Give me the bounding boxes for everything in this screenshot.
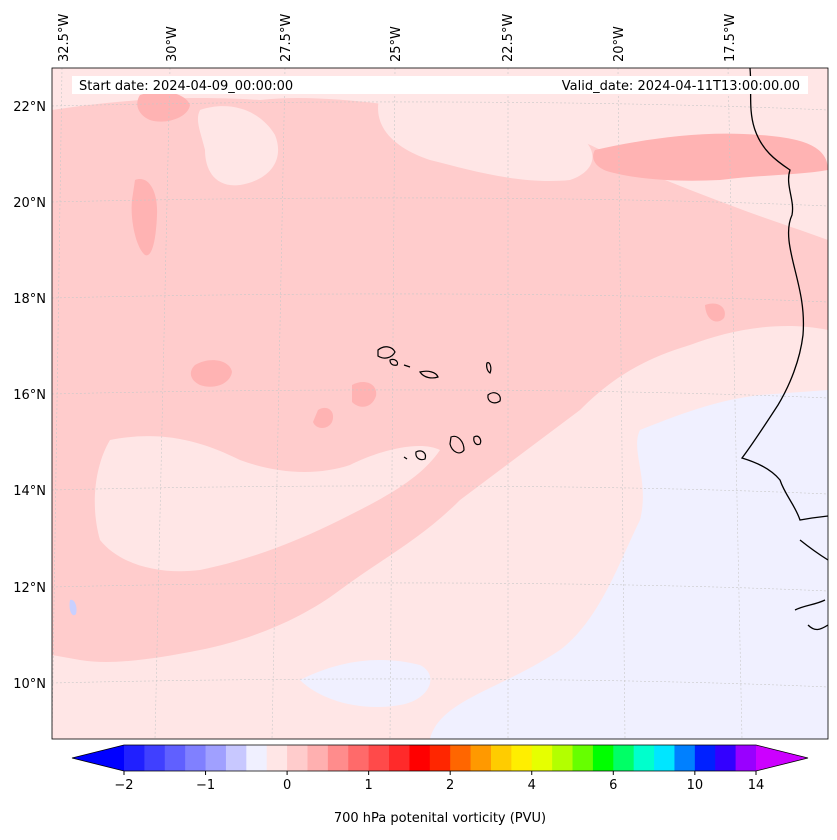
colorbar-label: 700 hPa potenital vorticity (PVU) xyxy=(334,811,546,826)
valid-date-label: Valid_date: 2024-04-11T13:00:00.00 xyxy=(562,79,800,94)
colorbar-extend-min xyxy=(72,745,124,771)
colorbar-segment xyxy=(694,745,716,771)
colorbar-segment xyxy=(633,745,655,771)
lon-label: 17.5°W xyxy=(723,14,738,62)
map-panel xyxy=(52,68,828,739)
colorbar-tick-label: 4 xyxy=(528,778,536,793)
longitude-labels: 32.5°W 30°W 27.5°W 25°W 22.5°W 20°W 17.5… xyxy=(57,14,738,62)
field-light-inner xyxy=(94,436,440,572)
colorbar-segment xyxy=(287,745,308,771)
colorbar-segment xyxy=(572,745,594,771)
field-strong-nw xyxy=(131,179,158,256)
colorbar: −2 −1 0 1 2 4 6 10 14 xyxy=(71,744,809,793)
lon-label: 25°W xyxy=(389,26,404,62)
colorbar-tick-label: 1 xyxy=(365,778,373,793)
colorbar-segment xyxy=(307,745,329,771)
colorbar-tick-label: 2 xyxy=(446,778,454,793)
colorbar-segment xyxy=(531,745,553,771)
latitude-labels: 22°N 20°N 18°N 16°N 14°N 12°N 10°N xyxy=(13,100,46,692)
colorbar-segment xyxy=(348,745,370,771)
colorbar-segment xyxy=(225,745,247,771)
lat-label: 20°N xyxy=(13,196,46,211)
field-strong-e xyxy=(705,303,725,322)
field-light-north xyxy=(197,106,279,186)
field-strong-top xyxy=(137,91,190,122)
colorbar-segment xyxy=(552,745,574,771)
colorbar-segment xyxy=(715,745,737,771)
colorbar-segment xyxy=(592,745,614,771)
colorbar-segment xyxy=(164,745,186,771)
colorbar-segment xyxy=(389,745,410,771)
gridlines xyxy=(52,68,828,739)
colorbar-segment xyxy=(613,745,635,771)
colorbar-segment xyxy=(674,745,696,771)
colorbar-segment xyxy=(205,745,227,771)
colorbar-tick-label: 6 xyxy=(609,778,617,793)
colorbar-tick-label: 14 xyxy=(748,778,765,793)
field-negative-sw xyxy=(69,599,77,616)
colorbar-segment xyxy=(511,745,533,771)
header-box xyxy=(72,76,808,94)
lat-label: 12°N xyxy=(13,581,46,596)
field-strong-mid xyxy=(190,360,232,387)
lon-label: 27.5°W xyxy=(279,14,294,62)
colorbar-segment xyxy=(735,745,757,771)
colorbar-segment xyxy=(246,745,268,771)
lat-label: 22°N xyxy=(13,100,46,115)
colorbar-extend-max xyxy=(756,745,808,771)
map-frame xyxy=(51,67,829,740)
colorbar-segment xyxy=(490,745,512,771)
field-strong-c1 xyxy=(352,382,377,407)
lat-label: 14°N xyxy=(13,484,46,499)
colorbar-segment xyxy=(327,745,349,771)
field-strong-c2 xyxy=(313,407,334,428)
colorbar-segment xyxy=(144,745,166,771)
cabo-verde-islands xyxy=(377,346,501,461)
colorbar-tick-label: −2 xyxy=(114,778,133,793)
field-low-southwest xyxy=(300,660,431,708)
field-strong-ne xyxy=(593,133,828,181)
colorbar-segment xyxy=(185,745,207,771)
lon-label: 20°W xyxy=(612,26,627,62)
coastline-africa xyxy=(740,68,828,631)
lat-label: 18°N xyxy=(13,292,46,307)
colorbar-segment xyxy=(429,745,451,771)
lon-label: 22.5°W xyxy=(501,14,516,62)
lat-label: 16°N xyxy=(13,388,46,403)
lon-label: 30°W xyxy=(165,26,180,62)
colorbar-tick-label: 0 xyxy=(283,778,291,793)
colorbar-segment xyxy=(470,745,492,771)
colorbar-segment xyxy=(654,745,675,771)
colorbar-tick-label: 10 xyxy=(687,778,704,793)
colorbar-segment xyxy=(450,745,472,771)
colorbar-segment xyxy=(266,745,288,771)
colorbar-segment xyxy=(124,745,145,771)
field-light-ne xyxy=(378,95,593,181)
lat-label: 10°N xyxy=(13,677,46,692)
colorbar-tick-label: −1 xyxy=(196,778,215,793)
field-low-east xyxy=(430,390,828,739)
colorbar-segment xyxy=(368,745,390,771)
start-date-label: Start date: 2024-04-09_00:00:00 xyxy=(79,79,293,94)
lon-label: 32.5°W xyxy=(57,14,72,62)
colorbar-segment xyxy=(409,745,431,771)
